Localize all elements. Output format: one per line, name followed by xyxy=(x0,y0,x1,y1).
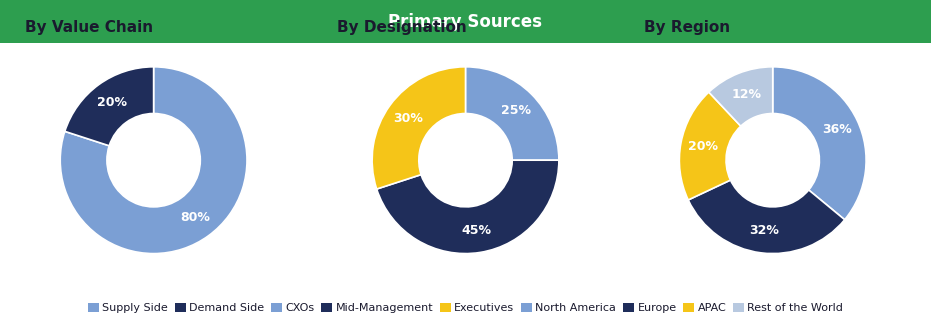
Wedge shape xyxy=(466,67,559,160)
Text: 20%: 20% xyxy=(688,140,718,153)
Wedge shape xyxy=(708,67,773,126)
Text: By Designation: By Designation xyxy=(337,20,466,35)
Text: 20%: 20% xyxy=(97,96,127,109)
Text: 25%: 25% xyxy=(501,103,531,117)
Text: Primary Sources: Primary Sources xyxy=(388,13,543,31)
Text: 45%: 45% xyxy=(462,224,492,237)
Wedge shape xyxy=(773,67,866,220)
Wedge shape xyxy=(377,160,559,253)
Text: 12%: 12% xyxy=(732,88,762,101)
Wedge shape xyxy=(680,92,741,200)
Text: 30%: 30% xyxy=(393,112,423,125)
Text: 36%: 36% xyxy=(822,123,852,137)
Text: By Value Chain: By Value Chain xyxy=(25,20,154,35)
Wedge shape xyxy=(688,180,844,253)
Text: 32%: 32% xyxy=(749,224,778,237)
Wedge shape xyxy=(61,67,247,254)
Wedge shape xyxy=(65,67,154,146)
Wedge shape xyxy=(372,67,466,189)
Legend: Supply Side, Demand Side, CXOs, Mid-Management, Executives, North America, Europ: Supply Side, Demand Side, CXOs, Mid-Mana… xyxy=(85,300,846,317)
Text: 80%: 80% xyxy=(181,211,210,224)
Text: By Region: By Region xyxy=(644,20,731,35)
